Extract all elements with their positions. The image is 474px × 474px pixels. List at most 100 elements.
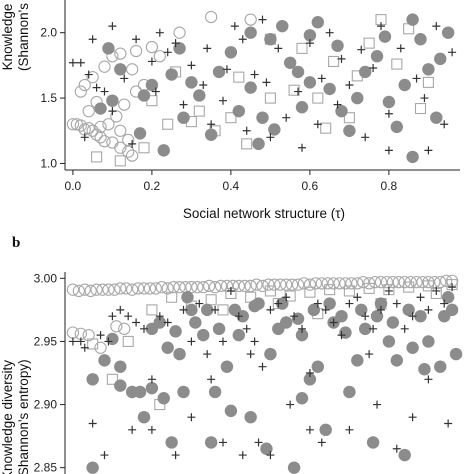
panel-a-open-circle-point <box>129 44 143 58</box>
panel-a-y-label-line2: (Shannon's <box>16 3 31 71</box>
panel-b-open-square-point <box>403 281 415 293</box>
panel-a-filled-circle-point <box>224 46 238 59</box>
panel-b-filled-circle-point <box>248 299 261 313</box>
panel-b-filled-circle-point <box>295 392 309 405</box>
panel-a-y-label-line1: Knowledge <box>0 4 15 71</box>
panel-b-open-circle-point <box>84 284 97 298</box>
panel-b-plus-point <box>408 312 417 321</box>
panel-b-open-circle-point <box>214 279 228 293</box>
panel-a-plus-point <box>357 45 366 54</box>
panel-b-plus-point <box>116 305 125 314</box>
panel-a-filled-circle-point <box>244 26 257 39</box>
panel-b-filled-circle-point <box>287 461 301 474</box>
panel-a-plus-point <box>266 133 275 142</box>
panel-b-plus-point <box>400 324 409 333</box>
panel-a-filled-circle-point <box>351 91 364 105</box>
panel-b-open-circle-point <box>362 277 376 290</box>
panel-a-filled-circle-point <box>177 111 190 124</box>
panel-b-open-square-point <box>122 335 134 347</box>
panel-a-plus-point <box>187 61 196 70</box>
panel-b-scatter: 2.85 2.90 2.95 3.00 Knowledge diversity (Sh… <box>0 271 463 474</box>
panel-b-y-tick-label: 2.95 <box>34 334 58 348</box>
panel-a-filled-circle-point <box>441 26 455 39</box>
panel-b-filled-circle-point <box>280 316 293 329</box>
panel-b-plus-point <box>321 305 330 314</box>
panel-a-plus-point <box>432 22 441 31</box>
panel-b-open-circle-point <box>321 277 334 290</box>
panel-b-open-circle-point <box>339 277 352 290</box>
panel-b-filled-circle-point <box>86 461 99 474</box>
panel-a-plus-point <box>88 35 97 44</box>
panel-b-open-circle-point <box>291 278 305 291</box>
panel-a-open-square-point <box>422 76 434 88</box>
panel-b-filled-circle-point <box>366 436 380 449</box>
panel-b-filled-circle-point <box>114 379 127 392</box>
panel-a-plus-point <box>230 22 239 31</box>
panel-b-open-circle-point <box>357 275 370 289</box>
panel-b-plus-point <box>424 375 433 384</box>
panel-b-plus-point <box>298 324 306 333</box>
panel-b-plus-point <box>179 305 188 314</box>
panel-a-open-circle-point <box>82 122 95 135</box>
panel-a-filled-circle-point <box>303 76 317 89</box>
panel-b-plus-point <box>258 362 267 371</box>
panel-a-filled-circle-point <box>434 52 447 66</box>
panel-a-plus-point <box>222 65 231 74</box>
panel-a-plus-point <box>68 58 77 67</box>
panel-a-open-circle-point <box>74 119 87 132</box>
panel-a-plus-point <box>274 44 283 53</box>
panel-b-filled-circle-point <box>449 347 463 361</box>
panel-a-x-tick-label: 0.0 <box>65 179 82 193</box>
panel-b-filled-circle-point <box>343 385 356 399</box>
panel-b-filled-circle-point <box>224 404 238 418</box>
panel-b-open-circle-point <box>285 278 299 291</box>
panel-b-open-square-point <box>146 304 158 316</box>
panel-a-open-circle-point <box>86 71 99 84</box>
panel-a-plus-point <box>108 22 117 31</box>
panel-b-open-square-point <box>324 284 336 296</box>
panel-a-filled-circle-point <box>193 89 206 102</box>
panel-a-open-square-point <box>288 84 300 96</box>
panel-b-open-circle-point <box>309 277 322 290</box>
panel-b-y-label-line1: Knowledge diversity <box>0 360 15 474</box>
panel-b-filled-circle-point <box>398 448 411 462</box>
panel-a-plus-point <box>250 70 259 79</box>
panel-a-filled-circle-point <box>335 104 348 118</box>
panel-a-plus-point <box>84 70 93 79</box>
panel-b-plus-point <box>246 350 255 359</box>
panel-a-plus-point <box>294 87 303 96</box>
panel-a-plus-point <box>305 39 314 48</box>
panel-b-plus-point <box>96 331 105 340</box>
panel-b-open-circle-point <box>208 280 222 294</box>
panel-b-plus-point <box>226 286 235 295</box>
panel-b-filled-circle-point <box>323 297 336 310</box>
panel-b-plus-point <box>305 425 314 434</box>
panel-a-plus-point <box>132 35 141 44</box>
panel-b-filled-circle-point <box>335 309 348 323</box>
panel-b-open-circle-point <box>351 277 364 290</box>
panel-b-open-circle-point <box>203 279 216 293</box>
panel-a-plus-point <box>333 100 342 109</box>
panel-b-y-label-line2: (Shannon's entropy) <box>16 359 31 474</box>
panel-a-open-square-point <box>233 71 245 83</box>
panel-b-filled-circle-point <box>173 347 186 361</box>
panel-b-y-tick-label: 2.85 <box>34 461 58 474</box>
panel-b-filled-circle-point <box>197 328 210 342</box>
panel-a-filled-circle-point <box>414 33 427 46</box>
panel-a-open-circle-point <box>114 141 127 154</box>
panel-b-plus-point <box>432 286 441 295</box>
panel-a-filled-circle-point <box>165 68 178 81</box>
panel-b-open-circle-point <box>82 328 95 342</box>
panel-a-plus-point <box>377 22 385 31</box>
panel-a-plus-point <box>128 139 137 148</box>
panel-b-filled-circle-point <box>434 360 447 373</box>
panel-a-filled-circle-point <box>406 150 419 164</box>
panel-a-plus-point <box>282 113 291 122</box>
panel-b-filled-circle-point <box>370 309 384 323</box>
panel-b-filled-circle-point <box>303 373 317 386</box>
panel-a-open-square-point <box>264 92 276 104</box>
panel-b-plus-point <box>147 375 156 384</box>
panel-b-open-circle-point <box>250 278 263 291</box>
panel-b-plus-point <box>444 419 453 428</box>
